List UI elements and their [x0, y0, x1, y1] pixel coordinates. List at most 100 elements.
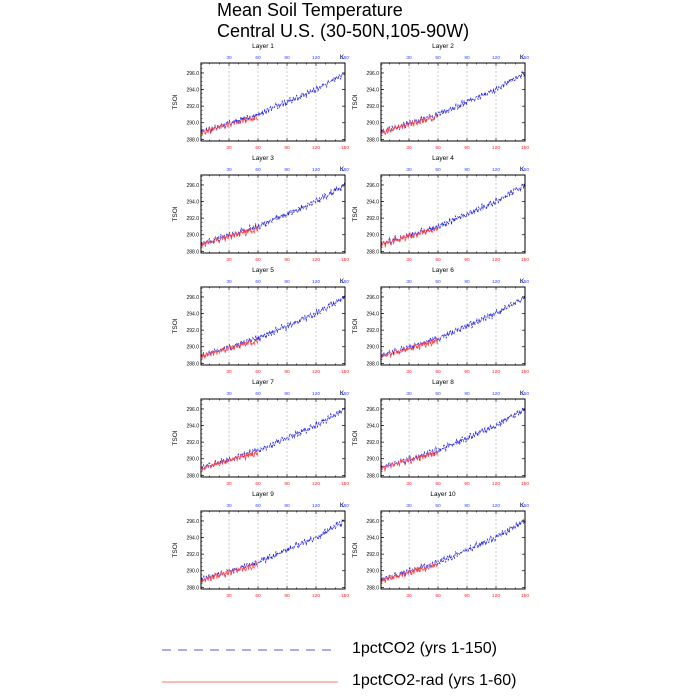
x-bottom-tick-label: 90 — [284, 369, 290, 375]
series-1pctco2-line — [380, 183, 526, 245]
series-1pctco2-rad-line — [200, 560, 259, 583]
series-1pctco2-rad-line — [380, 226, 439, 248]
x-top-tick-label: 150 — [521, 167, 529, 173]
y-tick-label: 288.0 — [366, 585, 379, 591]
y-tick-label: 290.0 — [366, 233, 379, 239]
panel-layer-2: Layer 2 K 288.0 290.0 292.0 294.0 296.0 TSOI 30 6… — [352, 43, 529, 151]
panel-layer-3: Layer 3 K 288.0 290.0 292.0 294.0 296.0 TSOI 30 6… — [172, 155, 349, 263]
panel-layer-10: Layer 10 K 288.0 290.0 292.0 294.0 296.0 TSOI 30… — [352, 491, 529, 599]
y-tick-label: 294.0 — [186, 424, 199, 430]
x-bottom-tick-label: 120 — [312, 369, 320, 375]
y-tick-label: 294.0 — [366, 88, 379, 94]
x-top-tick-label: 30 — [406, 167, 412, 173]
x-bottom-tick-label: 30 — [406, 145, 412, 151]
x-bottom-tick-label: 120 — [312, 593, 320, 599]
series-1pctco2-rad-line — [380, 450, 439, 472]
x-top-tick-label: 120 — [492, 503, 500, 509]
x-top-tick-label: 30 — [226, 391, 232, 397]
x-bottom-tick-label: 60 — [435, 593, 441, 599]
y-tick-label: 292.0 — [366, 216, 379, 222]
x-top-tick-label: 150 — [341, 167, 349, 173]
x-top-tick-label: 30 — [406, 503, 412, 509]
y-tick-label: 292.0 — [366, 440, 379, 446]
units-label: K — [520, 278, 525, 285]
x-bottom-tick-label: 60 — [255, 593, 261, 599]
x-bottom-tick-label: 150 — [341, 257, 349, 263]
y-axis-label: TSOI — [352, 206, 359, 221]
panel-layer-9: Layer 9 K 288.0 290.0 292.0 294.0 296.0 TSOI 30 6… — [172, 491, 349, 599]
x-top-tick-label: 60 — [255, 167, 261, 173]
y-axis-label: TSOI — [352, 542, 359, 557]
x-top-tick-label: 90 — [284, 55, 290, 61]
y-axis-label: TSOI — [352, 94, 359, 109]
x-bottom-tick-label: 120 — [492, 257, 500, 263]
x-bottom-tick-label: 150 — [521, 257, 529, 263]
y-tick-label: 292.0 — [366, 328, 379, 334]
series-1pctco2-rad-line — [200, 114, 259, 135]
x-top-tick-label: 120 — [312, 279, 320, 285]
series-1pctco2-line — [380, 295, 526, 358]
x-bottom-tick-label: 60 — [255, 481, 261, 487]
units-label: K — [520, 502, 525, 509]
y-tick-label: 288.0 — [186, 137, 199, 143]
series-1pctco2-rad-line — [200, 337, 259, 359]
x-top-tick-label: 30 — [406, 391, 412, 397]
y-tick-label: 288.0 — [366, 361, 379, 367]
x-bottom-tick-label: 30 — [406, 369, 412, 375]
y-tick-label: 290.0 — [366, 121, 379, 127]
x-bottom-tick-label: 150 — [341, 481, 349, 487]
y-tick-label: 294.0 — [366, 536, 379, 542]
panel-layer-1: Layer 1 K 288.0 290.0 292.0 294.0 296.0 TSOI 30 6… — [172, 43, 349, 151]
y-tick-label: 296.0 — [186, 519, 199, 525]
series-1pctco2-rad-line — [380, 113, 439, 135]
panel-layer-7: Layer 7 K 288.0 290.0 292.0 294.0 296.0 TSOI 30 6… — [172, 379, 349, 487]
x-top-tick-label: 30 — [226, 55, 232, 61]
x-bottom-tick-label: 60 — [255, 369, 261, 375]
figure-title-line-1: Mean Soil Temperature — [217, 0, 403, 20]
y-tick-label: 290.0 — [366, 569, 379, 575]
y-tick-label: 296.0 — [366, 183, 379, 189]
x-bottom-tick-label: 90 — [464, 257, 470, 263]
x-bottom-tick-label: 30 — [226, 481, 232, 487]
y-tick-label: 290.0 — [366, 345, 379, 351]
plot-frame — [200, 62, 346, 142]
series-1pctco2-rad-line — [380, 336, 439, 358]
x-top-tick-label: 120 — [312, 55, 320, 61]
panel-title: Layer 6 — [432, 267, 454, 274]
x-bottom-tick-label: 120 — [492, 593, 500, 599]
y-tick-label: 294.0 — [366, 312, 379, 318]
panel-layer-5: Layer 5 K 288.0 290.0 292.0 294.0 296.0 TSOI 30 6… — [172, 267, 349, 375]
y-tick-label: 296.0 — [186, 295, 199, 301]
x-bottom-tick-label: 150 — [341, 593, 349, 599]
y-tick-label: 288.0 — [366, 249, 379, 255]
plot-frame — [200, 398, 346, 478]
y-tick-label: 288.0 — [186, 361, 199, 367]
x-bottom-tick-label: 90 — [284, 593, 290, 599]
x-bottom-tick-label: 120 — [492, 481, 500, 487]
y-axis-label: TSOI — [172, 318, 179, 333]
y-tick-label: 294.0 — [186, 88, 199, 94]
y-tick-label: 292.0 — [186, 216, 199, 222]
y-tick-label: 292.0 — [366, 104, 379, 110]
series-1pctco2-line — [200, 405, 346, 471]
y-tick-label: 296.0 — [186, 71, 199, 77]
y-tick-label: 290.0 — [186, 457, 199, 463]
x-top-tick-label: 60 — [255, 55, 261, 61]
x-bottom-tick-label: 120 — [312, 145, 320, 151]
series-1pctco2-rad-line — [200, 225, 259, 248]
y-tick-label: 294.0 — [366, 200, 379, 206]
x-top-tick-label: 150 — [521, 55, 529, 61]
x-bottom-tick-label: 60 — [255, 145, 261, 151]
x-top-tick-label: 30 — [406, 55, 412, 61]
series-1pctco2-line — [200, 71, 346, 135]
x-top-tick-label: 60 — [255, 503, 261, 509]
y-axis-label: TSOI — [172, 542, 179, 557]
plot-frame — [200, 286, 346, 366]
y-tick-label: 296.0 — [366, 407, 379, 413]
x-top-tick-label: 120 — [492, 391, 500, 397]
series-1pctco2-rad-line — [380, 562, 439, 584]
x-bottom-tick-label: 60 — [255, 257, 261, 263]
y-tick-label: 292.0 — [186, 104, 199, 110]
figure-title: Mean Soil Temperature Central U.S. (30-5… — [217, 0, 469, 42]
